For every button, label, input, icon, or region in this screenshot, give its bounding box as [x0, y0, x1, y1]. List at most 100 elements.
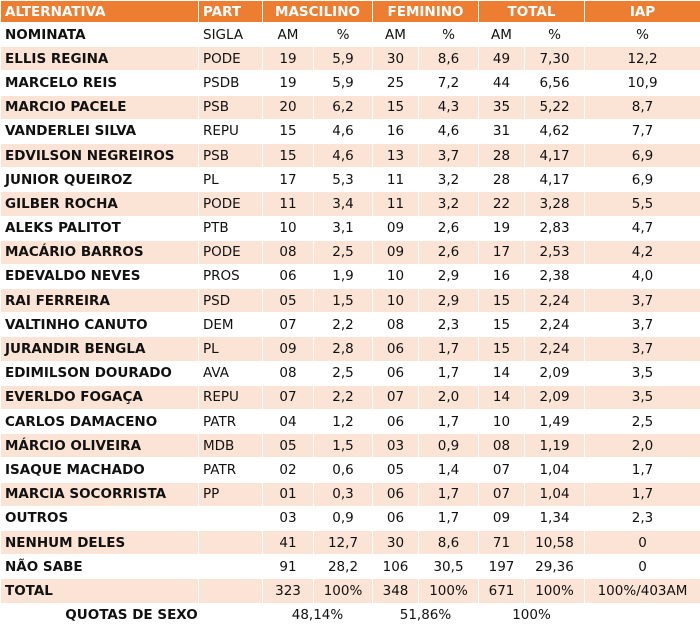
table-cell: 10,58	[524, 529, 585, 556]
table-cell: %	[418, 21, 479, 48]
table-cell: 17	[262, 167, 314, 193]
table-cell: EVERLDO FOGAÇA	[0, 384, 199, 411]
table-cell: 49	[478, 46, 525, 72]
table-row: ELLIS REGINA PODE 19 5,9 30 8,6 49 7,30 12,2	[0, 46, 700, 72]
table-row: ALEKS PALITOT PTB 10 3,1 09 2,6 19 2,83 4,7	[0, 215, 700, 241]
table-cell: 1,7	[418, 360, 479, 386]
table-cell: PL	[198, 167, 263, 193]
table-cell: MARCIA SOCORRISTA	[0, 481, 199, 507]
table-cell: 08	[372, 312, 419, 338]
table-cell: 1,9	[313, 263, 373, 290]
table-cell: %	[584, 21, 700, 48]
table-cell: 19	[262, 70, 314, 96]
table-cell: 1,7	[584, 457, 700, 483]
table-cell: PATR	[198, 408, 263, 435]
table-cell: 09	[262, 336, 314, 362]
table-cell: ISAQUE MACHADO	[0, 457, 199, 483]
table-cell: 44	[478, 70, 525, 96]
table-row: EDVILSON NEGREIROS PSB 15 4,6 13 3,7 28 4,17 6,9	[0, 142, 700, 169]
table-cell: 7,7	[584, 118, 700, 144]
table-cell	[584, 602, 700, 628]
table-cell: 3,28	[524, 191, 585, 217]
table-cell: FEMININO	[372, 0, 479, 23]
table-cell: 6,2	[313, 94, 373, 120]
table-cell: JUNIOR QUEIROZ	[0, 167, 199, 193]
table-cell: 100%	[418, 578, 479, 604]
table-cell: MÁRCIO OLIVEIRA	[0, 433, 199, 459]
table-cell: 71	[478, 529, 525, 556]
table-cell: 5,5	[584, 191, 700, 217]
table-cell: 5,3	[313, 167, 373, 193]
table-cell: 08	[262, 360, 314, 386]
table-cell: 30	[372, 46, 419, 72]
table-cell: 08	[478, 433, 525, 459]
table-cell: PART	[198, 0, 263, 23]
table-cell: ELLIS REGINA	[0, 46, 199, 72]
table-cell: 3,7	[418, 142, 479, 169]
table-cell: JURANDIR BENGLA	[0, 336, 199, 362]
table-row: VALTINHO CANUTO DEM 07 2,2 08 2,3 15 2,24 3,7	[0, 312, 700, 338]
table-cell: EDEVALDO NEVES	[0, 263, 199, 290]
table-cell: 100%	[478, 602, 585, 628]
table-cell: 20	[262, 94, 314, 120]
table-row: TOTAL 323 100% 348 100% 671 100% 100%/403AM	[0, 578, 700, 604]
table-cell: 2,2	[313, 384, 373, 411]
table-cell: 10	[478, 408, 525, 435]
table-cell: 0,3	[313, 481, 373, 507]
table-row: MARCIA SOCORRISTA PP 01 0,3 06 1,7 07 1,04 1,7	[0, 481, 700, 507]
table-cell: 02	[262, 457, 314, 483]
table-row: EVERLDO FOGAÇA REPU 07 2,2 07 2,0 14 2,09 3,5	[0, 384, 700, 411]
table-cell: CARLOS DAMACENO	[0, 408, 199, 435]
table-row: MACÁRIO BARROS PODE 08 2,5 09 2,6 17 2,53 4,2	[0, 239, 700, 265]
table-cell: 03	[372, 433, 419, 459]
table-cell: 5,9	[313, 46, 373, 72]
table-cell: 06	[262, 263, 314, 290]
table-cell: 10	[372, 263, 419, 290]
table-cell: 15	[372, 94, 419, 120]
table-cell: NOMINATA	[0, 21, 199, 48]
table-cell: 11	[372, 167, 419, 193]
table-cell: 3,7	[584, 336, 700, 362]
table-row: MÁRCIO OLIVEIRA MDB 05 1,5 03 0,9 08 1,19 2,0	[0, 433, 700, 459]
table-cell: DEM	[198, 312, 263, 338]
table-cell: MDB	[198, 433, 263, 459]
table-cell: 4,2	[584, 239, 700, 265]
table-cell: 4,6	[418, 118, 479, 144]
table-cell: 07	[478, 457, 525, 483]
table-cell: 2,3	[584, 505, 700, 531]
table-cell: 07	[372, 384, 419, 411]
table-cell: PSB	[198, 94, 263, 120]
table-cell: AM	[262, 21, 314, 48]
table-cell: PSB	[198, 142, 263, 169]
table-row: JURANDIR BENGLA PL 09 2,8 06 1,7 15 2,24 3,7	[0, 336, 700, 362]
table-cell: ALTERNATIVA	[0, 0, 199, 23]
table-row: CARLOS DAMACENO PATR 04 1,2 06 1,7 10 1,49 2,5	[0, 408, 700, 435]
table-cell: 28	[478, 167, 525, 193]
table-cell: 100%	[524, 578, 585, 604]
table-cell: 2,5	[313, 239, 373, 265]
table-cell: AVA	[198, 360, 263, 386]
table-cell: PTB	[198, 215, 263, 241]
table-cell: 3,1	[313, 215, 373, 241]
table-cell: 1,5	[313, 433, 373, 459]
table-row: NOMINATA SIGLA AM% AM% AM%%	[0, 21, 700, 48]
table-cell: 1,04	[524, 481, 585, 507]
table-cell: 7,30	[524, 46, 585, 72]
table-cell: 15	[478, 312, 525, 338]
table-cell: 07	[262, 312, 314, 338]
table-cell: 4,6	[313, 118, 373, 144]
table-cell: 100%/403AM	[584, 578, 700, 604]
table-cell: RAI FERREIRA	[0, 288, 199, 314]
table-cell: PODE	[198, 191, 263, 217]
table-row: MARCELO REIS PSDB 19 5,9 25 7,2 44 6,56 10,9	[0, 70, 700, 96]
table-cell: TOTAL	[478, 0, 585, 23]
table-cell: 4,6	[313, 142, 373, 169]
table-cell: 05	[262, 288, 314, 314]
table-cell: 671	[478, 578, 525, 604]
table-cell: 29,36	[524, 554, 585, 580]
table-row: MARCIO PACELE PSB 20 6,2 15 4,3 35 5,22 8,7	[0, 94, 700, 120]
table-row: EDEVALDO NEVES PROS 06 1,9 10 2,9 16 2,38 4,0	[0, 263, 700, 290]
table-cell: 3,5	[584, 384, 700, 411]
table-cell: 11	[262, 191, 314, 217]
table-cell: 2,3	[418, 312, 479, 338]
